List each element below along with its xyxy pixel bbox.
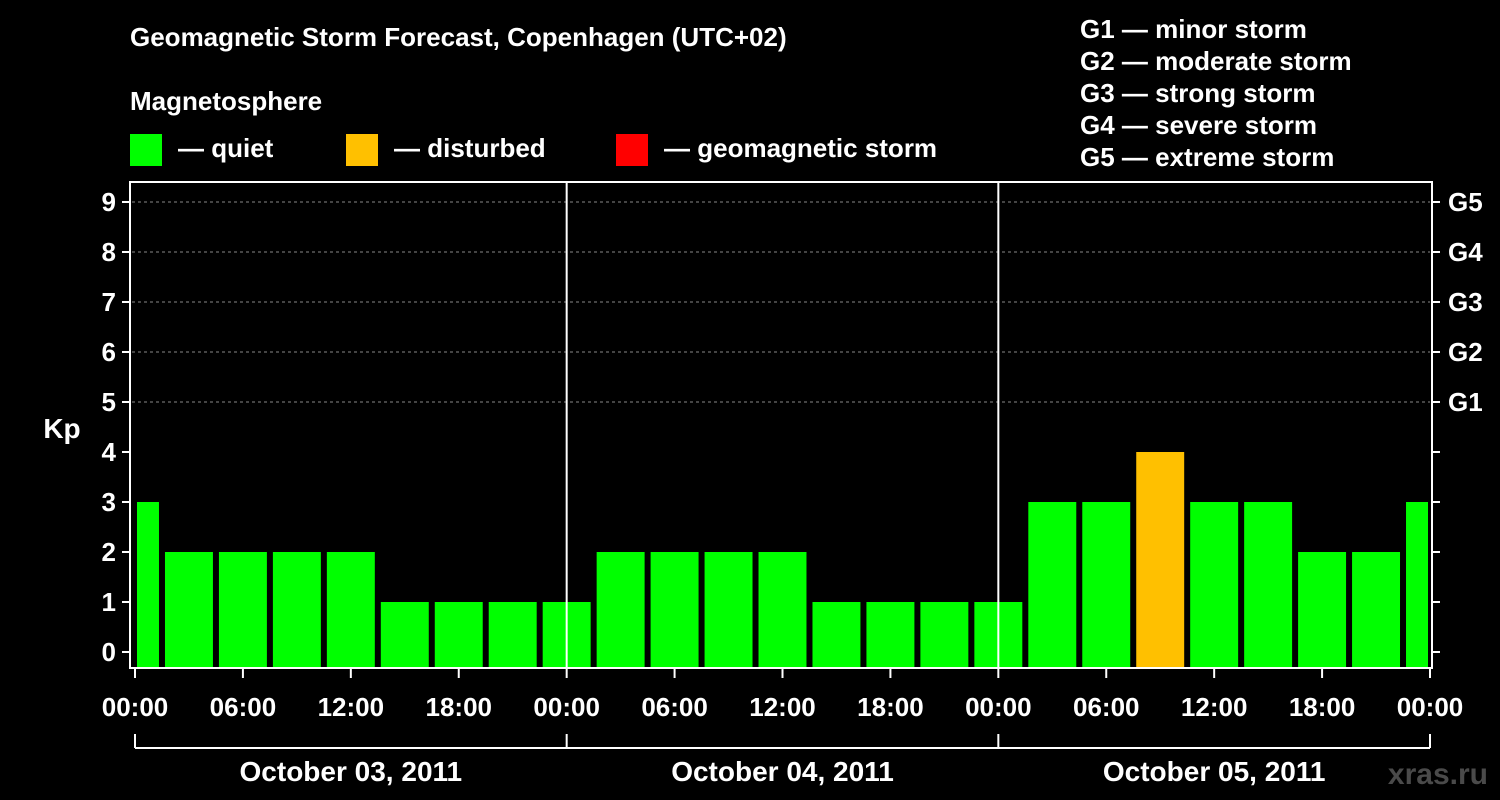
x-tick-label-2: 12:00	[318, 692, 385, 722]
magnetosphere-legend-title: Magnetosphere	[130, 86, 323, 116]
kp-bar-19	[1136, 452, 1185, 668]
legend-swatch-disturbed	[346, 134, 378, 166]
x-tick-label-9: 06:00	[1073, 692, 1140, 722]
g-axis-label-g3: G3	[1448, 287, 1483, 317]
kp-bar-13	[812, 602, 861, 668]
x-tick-label-7: 18:00	[857, 692, 924, 722]
x-tick-label-6: 12:00	[749, 692, 816, 722]
y-tick-label-7: 7	[102, 287, 116, 317]
g-scale-g1: G1 — minor storm	[1080, 14, 1307, 44]
x-tick-label-11: 18:00	[1289, 692, 1356, 722]
x-tick-label-4: 00:00	[533, 692, 600, 722]
kp-bar-12	[758, 552, 807, 668]
g-axis-label-g5: G5	[1448, 187, 1483, 217]
kp-bar-6	[434, 602, 483, 668]
g-axis-label-g2: G2	[1448, 337, 1483, 367]
x-tick-label-12: 00:00	[1397, 692, 1464, 722]
g-scale-g4: G4 — severe storm	[1080, 110, 1318, 140]
watermark: xras.ru	[1387, 758, 1488, 791]
g-scale-g5: G5 — extreme storm	[1080, 142, 1335, 172]
y-tick-label-5: 5	[102, 387, 116, 417]
x-tick-label-5: 06:00	[641, 692, 708, 722]
g-scale-g2: G2 — moderate storm	[1080, 46, 1352, 76]
kp-bar-7	[488, 602, 537, 668]
kp-bar-10	[650, 552, 699, 668]
day-label-1: October 04, 2011	[671, 756, 894, 787]
kp-bar-0	[137, 502, 159, 668]
x-tick-label-3: 18:00	[426, 692, 493, 722]
x-tick-label-1: 06:00	[210, 692, 277, 722]
y-tick-label-6: 6	[102, 337, 116, 367]
x-tick-label-0: 00:00	[102, 692, 169, 722]
kp-bar-22	[1298, 552, 1347, 668]
kp-bar-18	[1082, 502, 1131, 668]
chart-title: Geomagnetic Storm Forecast, Copenhagen (…	[130, 22, 787, 52]
kp-bar-5	[380, 602, 429, 668]
y-tick-label-0: 0	[102, 637, 116, 667]
kp-bar-21	[1244, 502, 1293, 668]
kp-bar-24	[1406, 502, 1428, 668]
g-scale-g3: G3 — strong storm	[1080, 78, 1316, 108]
legend-label-storm: — geomagnetic storm	[664, 133, 938, 163]
kp-bar-1	[164, 552, 213, 668]
kp-bar-3	[272, 552, 321, 668]
legend-swatch-storm	[616, 134, 648, 166]
y-tick-label-4: 4	[102, 437, 117, 467]
y-tick-label-2: 2	[102, 537, 116, 567]
kp-bar-15	[920, 602, 969, 668]
g-axis-label-g4: G4	[1448, 237, 1483, 267]
g-axis-label-g1: G1	[1448, 387, 1483, 417]
y-tick-label-8: 8	[102, 237, 116, 267]
y-tick-label-1: 1	[102, 587, 116, 617]
kp-bar-9	[596, 552, 645, 668]
legend-swatch-quiet	[130, 134, 162, 166]
legend-label-disturbed: — disturbed	[394, 133, 546, 163]
day-label-0: October 03, 2011	[240, 756, 463, 787]
x-tick-label-10: 12:00	[1181, 692, 1248, 722]
kp-bar-4	[326, 552, 375, 668]
y-tick-label-3: 3	[102, 487, 116, 517]
kp-bar-23	[1352, 552, 1401, 668]
plot-frame	[129, 181, 1433, 669]
kp-bar-17	[1028, 502, 1077, 668]
kp-bar-14	[866, 602, 915, 668]
y-tick-label-9: 9	[102, 187, 116, 217]
kp-bar-2	[218, 552, 267, 668]
legend-label-quiet: — quiet	[178, 133, 274, 163]
y-axis-title: Kp	[43, 413, 80, 444]
x-tick-label-8: 00:00	[965, 692, 1032, 722]
kp-bar-20	[1190, 502, 1239, 668]
kp-bar-11	[704, 552, 753, 668]
day-label-2: October 05, 2011	[1103, 756, 1326, 787]
